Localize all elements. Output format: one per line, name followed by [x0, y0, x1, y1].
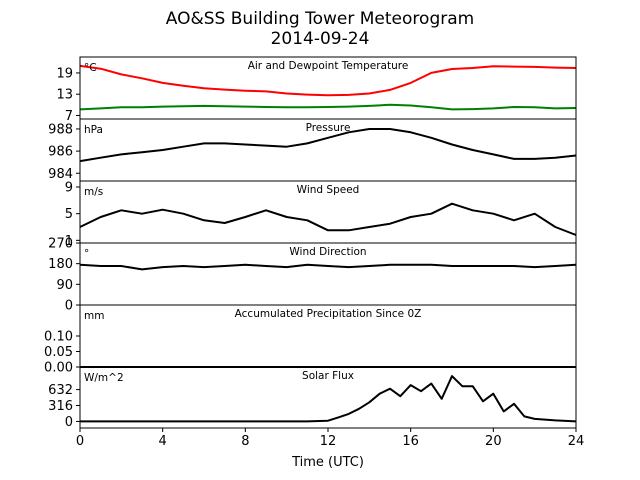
y-tick-label: 0.05: [44, 345, 73, 360]
y-tick-label: 0: [65, 299, 73, 314]
x-tick-label: 16: [402, 434, 419, 449]
y-tick-label: 0.10: [44, 330, 73, 345]
unit-label: mm: [84, 310, 104, 322]
y-tick-label: 19: [56, 66, 73, 81]
y-tick-label: 0.00: [44, 361, 73, 376]
y-tick-label: 90: [56, 278, 73, 293]
unit-label: m/s: [84, 186, 103, 198]
y-tick-label: 5: [65, 207, 73, 222]
unit-label: hPa: [84, 124, 103, 136]
panel-title: Pressure: [306, 122, 351, 134]
y-tick-label: 9: [65, 181, 73, 196]
y-tick-label: 270: [48, 237, 73, 252]
figure-subtitle: 2014-09-24: [271, 29, 370, 49]
series-line-2: [79, 103, 577, 111]
panel-title: Solar Flux: [302, 370, 354, 382]
panel-wind-direction: 0 90 180 270 Wind Direction °: [48, 237, 577, 314]
panel-accumulated-precipitation-since-0z: 0.000.050.10 Accumulated Precipitation Si…: [44, 304, 577, 376]
figure-title: AO&SS Building Tower Meteorogram: [166, 9, 474, 29]
x-tick-label: 20: [485, 434, 502, 449]
y-tick-label: 7: [65, 109, 73, 124]
y-tick-label: 988: [48, 122, 73, 137]
unit-label: °C: [84, 62, 97, 74]
unit-label: °: [84, 248, 89, 260]
x-tick-label: 0: [76, 434, 84, 449]
y-tick-label: 180: [48, 257, 73, 272]
panel-title: Accumulated Precipitation Since 0Z: [235, 308, 422, 320]
x-tick-label: 12: [320, 434, 337, 449]
panel-air-and-dewpoint-temperature: 7 13 19 Air and Dewpoint Temperature °C: [56, 56, 577, 124]
panel-wind-speed: 1 5 9 Wind Speed m/s: [65, 180, 577, 249]
series-line-1: [79, 64, 577, 97]
series-line-1: [79, 128, 577, 163]
series-line-1: [79, 263, 577, 271]
y-tick-label: 0: [65, 415, 73, 430]
x-tick-label: 24: [568, 434, 585, 449]
y-tick-label: 13: [56, 88, 73, 103]
y-tick-label: 986: [48, 145, 73, 160]
panel-title: Air and Dewpoint Temperature: [248, 60, 409, 72]
x-tick-label: 4: [159, 434, 167, 449]
series-line-1: [80, 375, 577, 423]
unit-label: W/m^2: [84, 372, 124, 384]
panel-title: Wind Direction: [289, 246, 366, 258]
panel-title: Wind Speed: [297, 184, 360, 196]
y-tick-label: 1: [65, 234, 73, 249]
x-axis-label: Time (UTC): [291, 455, 364, 470]
y-tick-label: 632: [48, 383, 73, 398]
y-tick-label: 984: [48, 167, 73, 182]
panel-pressure: 984 986 988 Pressure hPa: [48, 118, 577, 182]
y-tick-label: 316: [48, 399, 73, 414]
x-tick-label: 8: [241, 434, 249, 449]
series-line-1: [79, 202, 577, 236]
